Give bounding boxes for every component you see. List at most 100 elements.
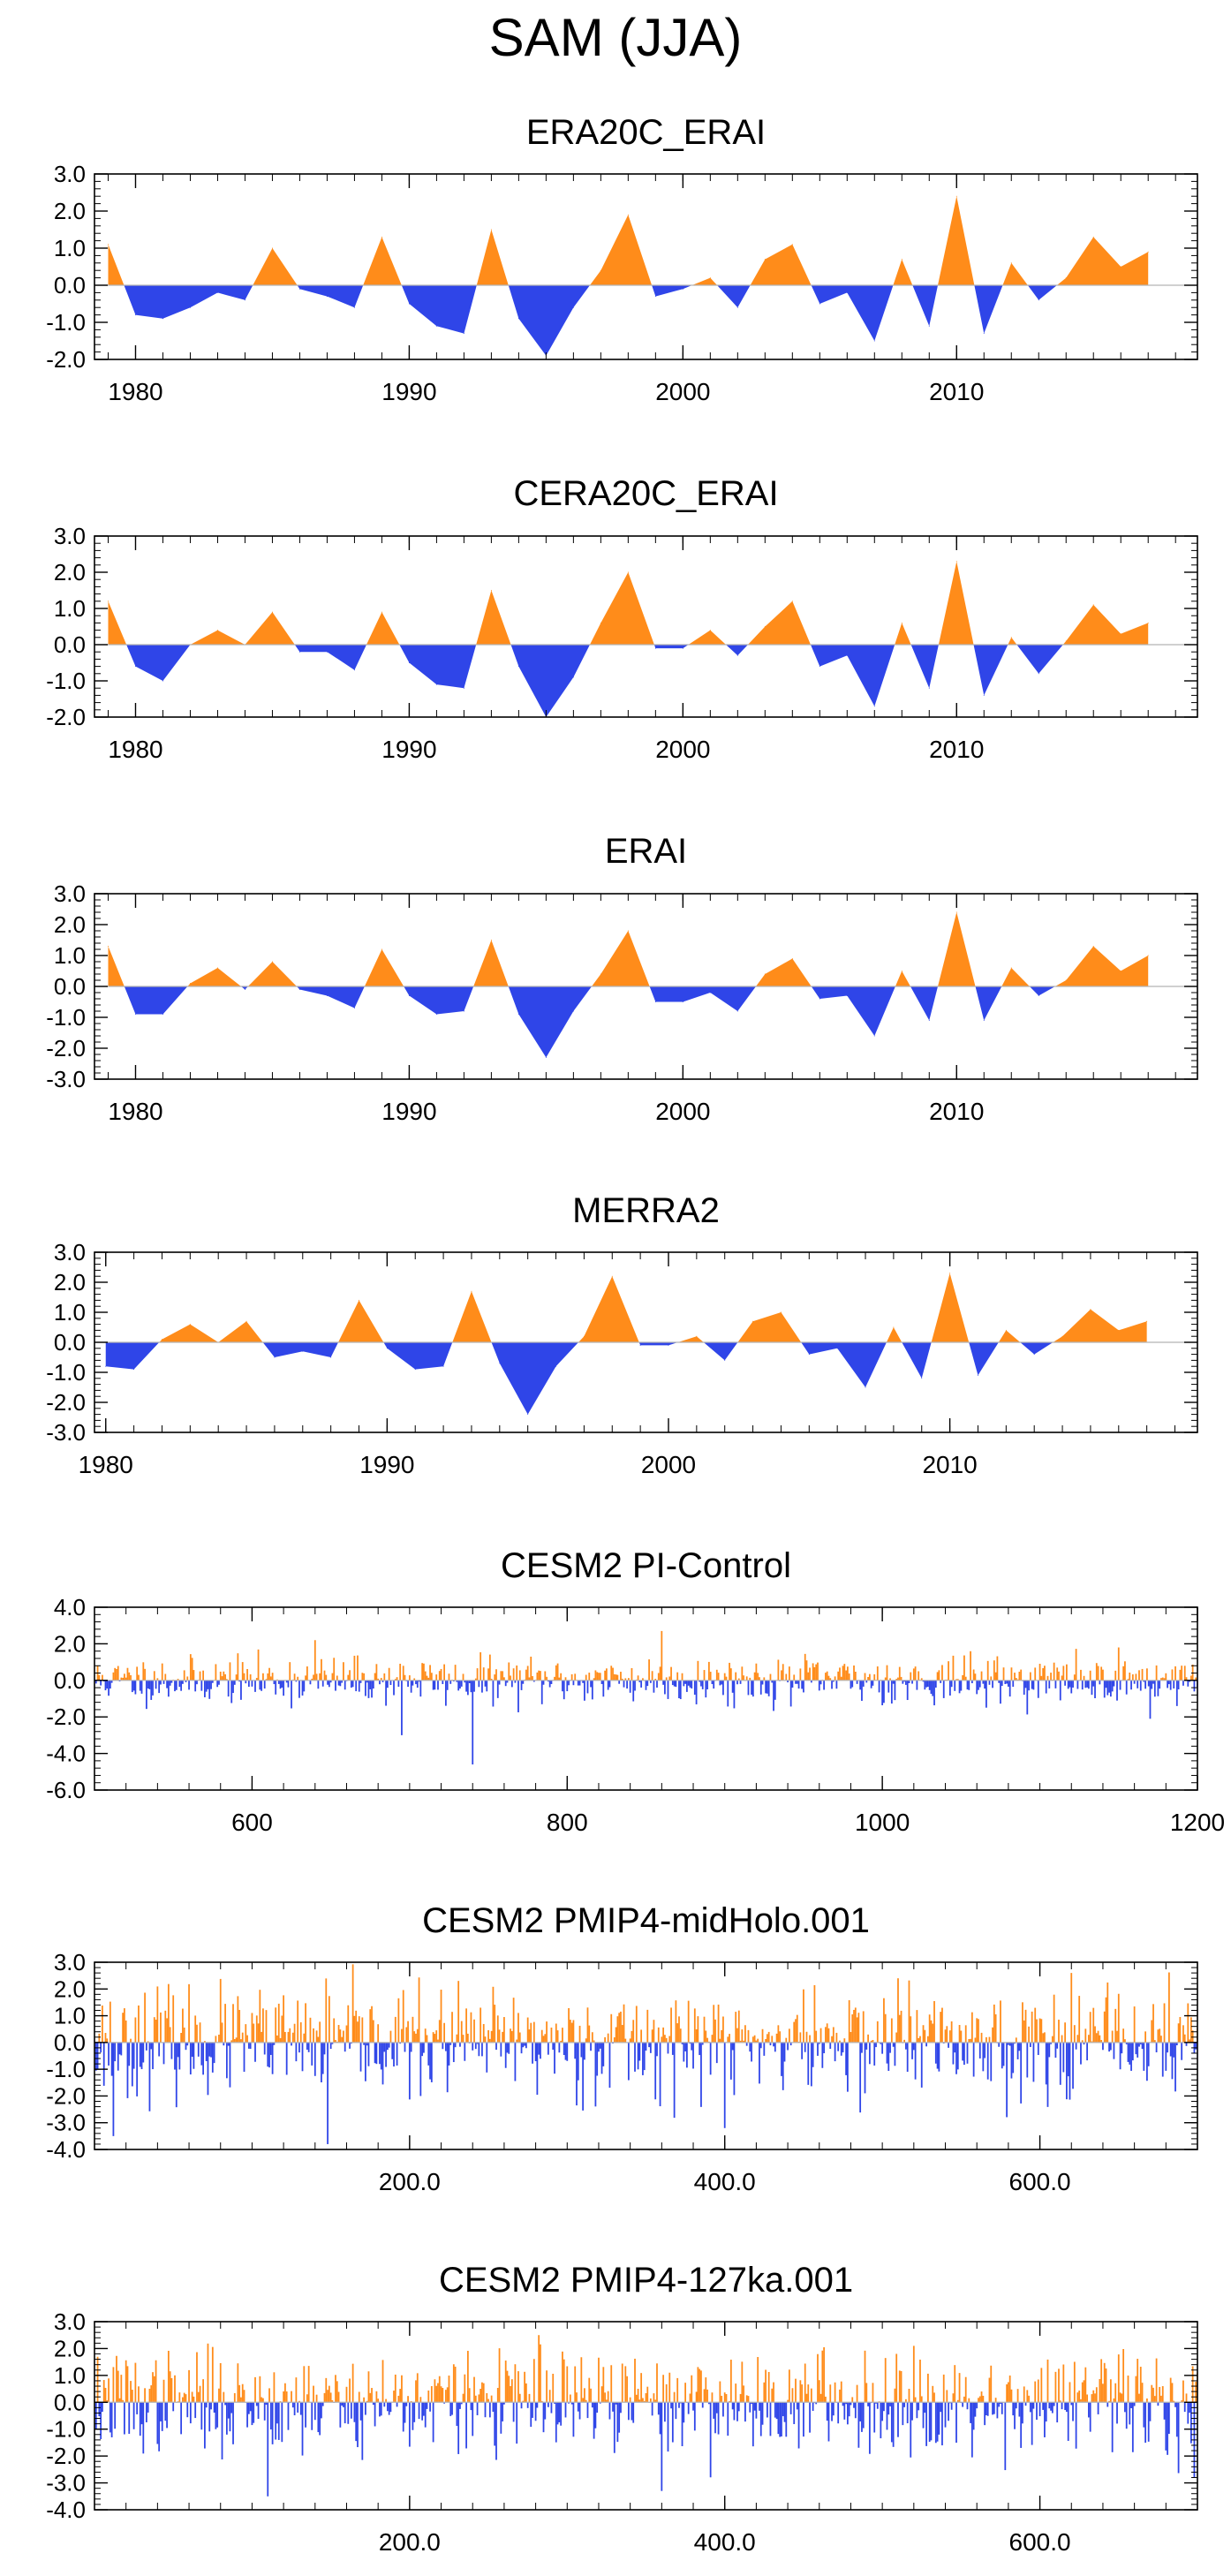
data-bar: [350, 1680, 352, 1688]
data-bar: [442, 2388, 444, 2403]
data-bar: [1080, 2042, 1082, 2065]
data-bar: [138, 2005, 140, 2043]
data-bar: [848, 1999, 850, 2043]
data-bar: [1050, 2402, 1052, 2411]
data-bar: [182, 1680, 184, 1684]
data-bar: [550, 2402, 553, 2414]
data-bar: [438, 1671, 441, 1681]
data-bar: [372, 2020, 374, 2043]
data-bar: [131, 1680, 133, 1693]
data-bar: [502, 2031, 504, 2043]
data-bar: [1050, 1673, 1052, 1681]
data-bar: [689, 1680, 691, 1688]
data-bar: [1167, 2402, 1168, 2455]
data-bar: [1146, 1668, 1148, 1681]
data-bar: [1153, 2396, 1156, 2403]
data-bar: [872, 2040, 874, 2043]
data-bar: [795, 1680, 797, 1684]
data-bar: [578, 1680, 581, 1686]
data-bar: [711, 2035, 714, 2043]
data-point: [1092, 604, 1094, 606]
data-bar: [600, 1680, 603, 1684]
data-bar: [134, 2017, 137, 2043]
data-bar: [956, 2399, 959, 2403]
data-bar: [548, 1680, 551, 1688]
data-bar: [1081, 1680, 1084, 1690]
data-bar: [355, 2402, 358, 2442]
data-bar: [524, 2042, 525, 2046]
data-bar: [426, 2402, 428, 2409]
data-bar: [684, 1680, 686, 1684]
data-bar: [1075, 1649, 1077, 1681]
x-tick-label: 2000: [655, 736, 710, 763]
data-bar: [978, 2398, 979, 2403]
data-bar: [978, 1680, 981, 1688]
data-bar: [936, 2042, 939, 2069]
positive-area: [108, 912, 1149, 986]
data-bar: [1072, 1680, 1074, 1688]
data-bar: [572, 2402, 575, 2437]
data-bar: [492, 1680, 495, 1707]
data-bar: [106, 2400, 109, 2403]
data-bar: [410, 1680, 412, 1693]
data-bar: [412, 2402, 414, 2430]
data-bar: [865, 1680, 868, 1683]
data-bar: [1111, 1680, 1114, 1692]
y-tick-label: -1.0: [46, 2416, 86, 2443]
data-bar: [440, 1990, 442, 2043]
data-bar: [788, 1666, 790, 1681]
y-tick-label: -1.0: [46, 309, 86, 336]
data-bar: [1185, 2042, 1188, 2046]
data-bar: [1070, 1973, 1073, 2043]
data-bar: [782, 2402, 784, 2417]
data-point: [189, 1324, 191, 1326]
data-bar: [1182, 2380, 1184, 2403]
data-bar: [1121, 2393, 1123, 2403]
data-bar: [620, 2011, 622, 2043]
data-bar: [918, 1671, 920, 1681]
data-bar: [1117, 2354, 1120, 2403]
data-bar: [208, 1680, 211, 1699]
data-point: [600, 973, 601, 975]
data-bar: [654, 2042, 657, 2100]
y-tick-label: 3.0: [54, 1239, 86, 1265]
data-bar: [837, 2042, 840, 2051]
data-bar: [112, 2367, 115, 2403]
data-bar: [169, 2027, 171, 2043]
data-bar: [225, 2402, 228, 2435]
plot-area: [94, 1630, 1197, 1765]
data-bar: [627, 2042, 630, 2081]
data-bar: [970, 1651, 971, 1681]
data-bar: [534, 2042, 537, 2062]
data-bar: [131, 2042, 133, 2087]
data-bar: [399, 1663, 402, 1681]
data-bar: [1103, 1680, 1106, 1698]
x-tick-label: 1990: [381, 1098, 436, 1125]
data-bar: [946, 2390, 948, 2403]
data-point: [654, 296, 656, 298]
data-bar: [599, 2042, 601, 2049]
data-bar: [645, 2392, 647, 2403]
data-bar: [162, 1680, 165, 1684]
data-bar: [859, 1680, 862, 1690]
data-bar: [1144, 1680, 1147, 1689]
data-bar: [850, 2031, 852, 2043]
data-bar: [968, 1680, 970, 1690]
data-bar: [208, 2402, 211, 2432]
data-bar: [268, 1667, 270, 1681]
data-bar: [873, 1673, 876, 1681]
data-bar: [1195, 1677, 1197, 1681]
data-bar: [1001, 2042, 1003, 2069]
data-bar: [859, 2042, 862, 2113]
data-bar: [1147, 1680, 1150, 1687]
data-bar: [693, 2008, 696, 2043]
data-bar: [341, 1680, 344, 1683]
data-bar: [385, 2398, 387, 2403]
data-bar: [216, 1680, 219, 1688]
data-bar: [232, 2004, 234, 2043]
data-bar: [1044, 2402, 1046, 2437]
data-bar: [246, 2402, 248, 2428]
data-bar: [1036, 2402, 1038, 2421]
data-point: [189, 983, 191, 984]
data-bar: [367, 1680, 370, 1698]
